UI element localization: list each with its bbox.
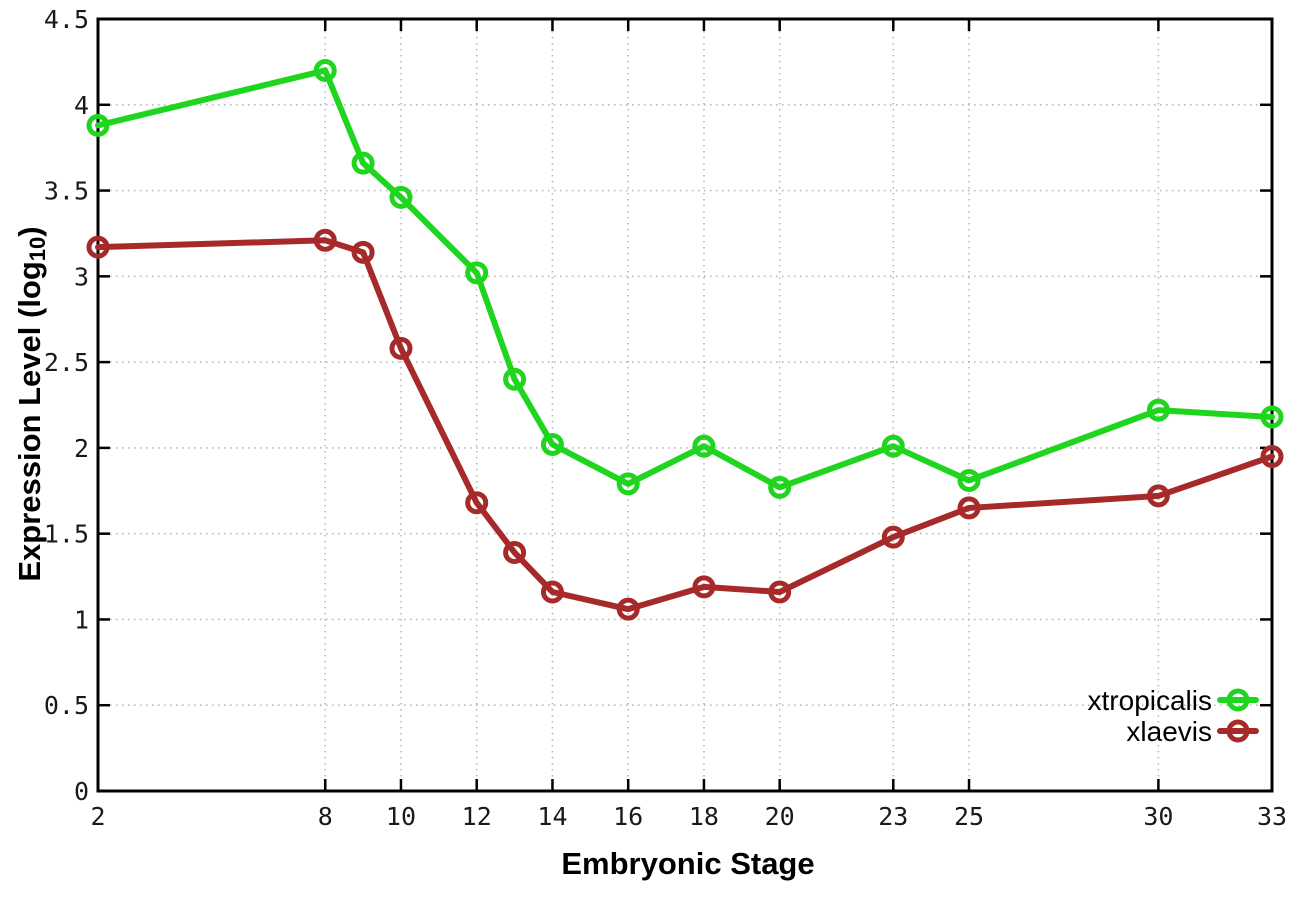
legend-label-xlaevis: xlaevis <box>1126 716 1212 747</box>
data-point-xtropicalis-stage-30 <box>1146 398 1170 422</box>
data-point-xlaevis-stage-13 <box>503 541 527 565</box>
data-point-xlaevis-stage-33 <box>1260 444 1284 468</box>
data-point-xtropicalis-stage-23 <box>881 434 905 458</box>
x-tick-label-12: 12 <box>462 802 492 831</box>
y-tick-label-4: 4 <box>74 91 89 120</box>
x-tick-label-30: 30 <box>1143 802 1173 831</box>
data-point-xlaevis-stage-16 <box>616 597 640 621</box>
data-point-xtropicalis-stage-9 <box>351 151 375 175</box>
data-point-xtropicalis-stage-10 <box>389 185 413 209</box>
data-point-xtropicalis-stage-8 <box>313 58 337 82</box>
y-tick-label-0.5: 0.5 <box>44 691 89 720</box>
data-point-xtropicalis-stage-2 <box>86 113 110 137</box>
y-axis-title-suffix: ) <box>12 226 47 237</box>
y-tick-label-2.5: 2.5 <box>44 348 89 377</box>
x-tick-label-14: 14 <box>537 802 567 831</box>
y-tick-label-3: 3 <box>74 262 89 291</box>
data-point-xtropicalis-stage-14 <box>540 432 564 456</box>
data-point-xtropicalis-stage-16 <box>616 472 640 496</box>
y-tick-label-4.5: 4.5 <box>44 5 89 34</box>
y-tick-label-1.5: 1.5 <box>44 520 89 549</box>
y-tick-label-3.5: 3.5 <box>44 177 89 206</box>
legend-marker-xtropicalis <box>1226 688 1250 712</box>
data-point-xlaevis-stage-23 <box>881 525 905 549</box>
y-axis-title-text: Expression Level (log <box>12 261 47 582</box>
y-tick-label-1: 1 <box>74 605 89 634</box>
x-axis-title: Embryonic Stage <box>561 846 815 881</box>
y-tick-label-0: 0 <box>74 777 89 806</box>
data-point-xtropicalis-stage-25 <box>957 468 981 492</box>
y-axis-title: Expression Level (log10) <box>12 226 50 582</box>
data-point-xlaevis-stage-9 <box>351 240 375 264</box>
y-axis-title-subscript: 10 <box>24 236 50 262</box>
x-tick-label-10: 10 <box>386 802 416 831</box>
data-point-xtropicalis-stage-18 <box>692 434 716 458</box>
data-point-xlaevis-stage-20 <box>768 580 792 604</box>
x-tick-label-33: 33 <box>1257 802 1287 831</box>
data-point-xtropicalis-stage-20 <box>768 475 792 499</box>
x-tick-label-20: 20 <box>765 802 795 831</box>
y-tick-label-2: 2 <box>74 434 89 463</box>
x-tick-label-8: 8 <box>318 802 333 831</box>
data-point-xlaevis-stage-14 <box>540 580 564 604</box>
data-point-xlaevis-stage-30 <box>1146 484 1170 508</box>
legend-marker-xlaevis <box>1226 719 1250 743</box>
x-tick-label-16: 16 <box>613 802 643 831</box>
x-tick-label-23: 23 <box>878 802 908 831</box>
data-point-xlaevis-stage-25 <box>957 496 981 520</box>
x-tick-label-25: 25 <box>954 802 984 831</box>
plot-frame <box>96 17 1274 793</box>
data-point-xlaevis-stage-10 <box>389 336 413 360</box>
data-point-xlaevis-stage-12 <box>465 491 489 515</box>
series-line-xlaevis <box>95 237 1275 613</box>
data-point-xtropicalis-stage-12 <box>465 261 489 285</box>
data-point-xlaevis-stage-2 <box>86 235 110 259</box>
data-point-xtropicalis-stage-13 <box>503 367 527 391</box>
data-point-xtropicalis-stage-33 <box>1260 405 1284 429</box>
data-point-xlaevis-stage-18 <box>692 575 716 599</box>
series-line-xtropicalis <box>95 67 1275 491</box>
legend-label-xtropicalis: xtropicalis <box>1088 685 1212 716</box>
x-tick-label-18: 18 <box>689 802 719 831</box>
data-point-xlaevis-stage-8 <box>313 228 337 252</box>
x-tick-label-2: 2 <box>90 802 105 831</box>
